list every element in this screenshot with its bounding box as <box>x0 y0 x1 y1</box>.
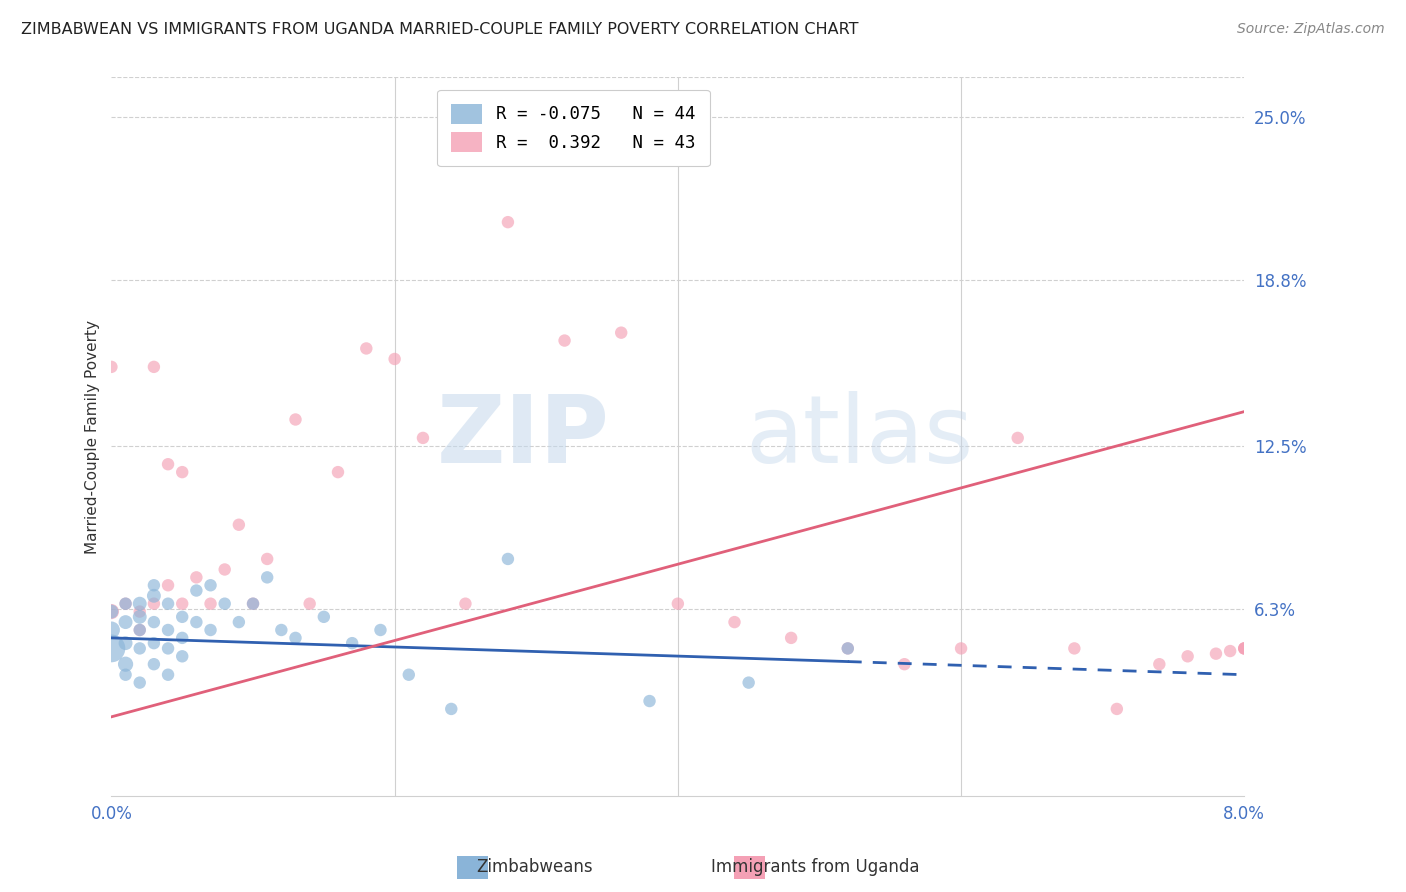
Point <box>186 570 208 584</box>
Point <box>157 597 180 611</box>
Point <box>950 641 973 656</box>
Point <box>157 578 180 592</box>
Point <box>1007 431 1029 445</box>
Point <box>454 597 477 611</box>
Point <box>200 623 222 637</box>
Point <box>114 615 136 629</box>
Point <box>780 631 803 645</box>
Y-axis label: Married-Couple Family Poverty: Married-Couple Family Poverty <box>86 319 100 554</box>
Point <box>142 615 165 629</box>
Point <box>242 597 264 611</box>
Point <box>837 641 859 656</box>
Point <box>100 605 122 619</box>
Point <box>214 562 236 576</box>
Point <box>723 615 745 629</box>
Point <box>100 359 122 374</box>
Point <box>610 326 633 340</box>
Point <box>157 641 180 656</box>
Point <box>666 597 689 611</box>
Point <box>228 517 250 532</box>
Point <box>638 694 661 708</box>
Point <box>496 552 519 566</box>
Point <box>114 597 136 611</box>
Point <box>440 702 463 716</box>
Point <box>128 623 150 637</box>
Point <box>128 610 150 624</box>
Point <box>284 631 307 645</box>
Point <box>554 334 576 348</box>
Point <box>214 597 236 611</box>
Point <box>837 641 859 656</box>
Point <box>128 597 150 611</box>
Point <box>114 667 136 681</box>
Point <box>1063 641 1085 656</box>
Point <box>157 667 180 681</box>
Point <box>1219 644 1241 658</box>
Point <box>172 465 194 479</box>
Point <box>284 412 307 426</box>
Point <box>242 597 264 611</box>
Point <box>157 457 180 471</box>
Point <box>270 623 292 637</box>
Text: Zimbabweans: Zimbabweans <box>477 858 592 876</box>
Point <box>1233 641 1256 656</box>
Point <box>172 649 194 664</box>
Point <box>1149 657 1171 672</box>
Point <box>256 552 278 566</box>
Point <box>114 657 136 672</box>
Point <box>370 623 392 637</box>
Point <box>186 583 208 598</box>
Point <box>172 610 194 624</box>
Point <box>142 657 165 672</box>
Point <box>893 657 915 672</box>
Point <box>312 610 335 624</box>
Point <box>340 636 363 650</box>
Point <box>398 667 420 681</box>
Point <box>142 597 165 611</box>
Point <box>1233 641 1256 656</box>
Point <box>496 215 519 229</box>
Point <box>172 631 194 645</box>
Text: ZIMBABWEAN VS IMMIGRANTS FROM UGANDA MARRIED-COUPLE FAMILY POVERTY CORRELATION C: ZIMBABWEAN VS IMMIGRANTS FROM UGANDA MAR… <box>21 22 859 37</box>
Point <box>100 641 122 656</box>
Point <box>142 359 165 374</box>
Point <box>1233 641 1256 656</box>
Point <box>186 615 208 629</box>
Point <box>228 615 250 629</box>
Point <box>128 623 150 637</box>
Point <box>100 605 122 619</box>
Text: Source: ZipAtlas.com: Source: ZipAtlas.com <box>1237 22 1385 37</box>
Point <box>157 623 180 637</box>
Point <box>128 641 150 656</box>
Text: atlas: atlas <box>745 391 974 483</box>
Point <box>1177 649 1199 664</box>
Point <box>412 431 434 445</box>
Point <box>737 675 759 690</box>
Point <box>384 351 406 366</box>
Point <box>1105 702 1128 716</box>
Point <box>1205 647 1227 661</box>
Point <box>142 636 165 650</box>
Point <box>172 597 194 611</box>
Point <box>114 597 136 611</box>
Point <box>326 465 349 479</box>
Legend: R = -0.075   N = 44, R =  0.392   N = 43: R = -0.075 N = 44, R = 0.392 N = 43 <box>437 90 710 166</box>
Point <box>128 605 150 619</box>
Point <box>142 589 165 603</box>
Point <box>114 636 136 650</box>
Point <box>200 597 222 611</box>
Point <box>200 578 222 592</box>
Point <box>356 342 378 356</box>
Point <box>256 570 278 584</box>
Point <box>142 578 165 592</box>
Point <box>100 623 122 637</box>
Point <box>128 675 150 690</box>
Text: ZIP: ZIP <box>437 391 610 483</box>
Text: Immigrants from Uganda: Immigrants from Uganda <box>711 858 920 876</box>
Point <box>298 597 321 611</box>
